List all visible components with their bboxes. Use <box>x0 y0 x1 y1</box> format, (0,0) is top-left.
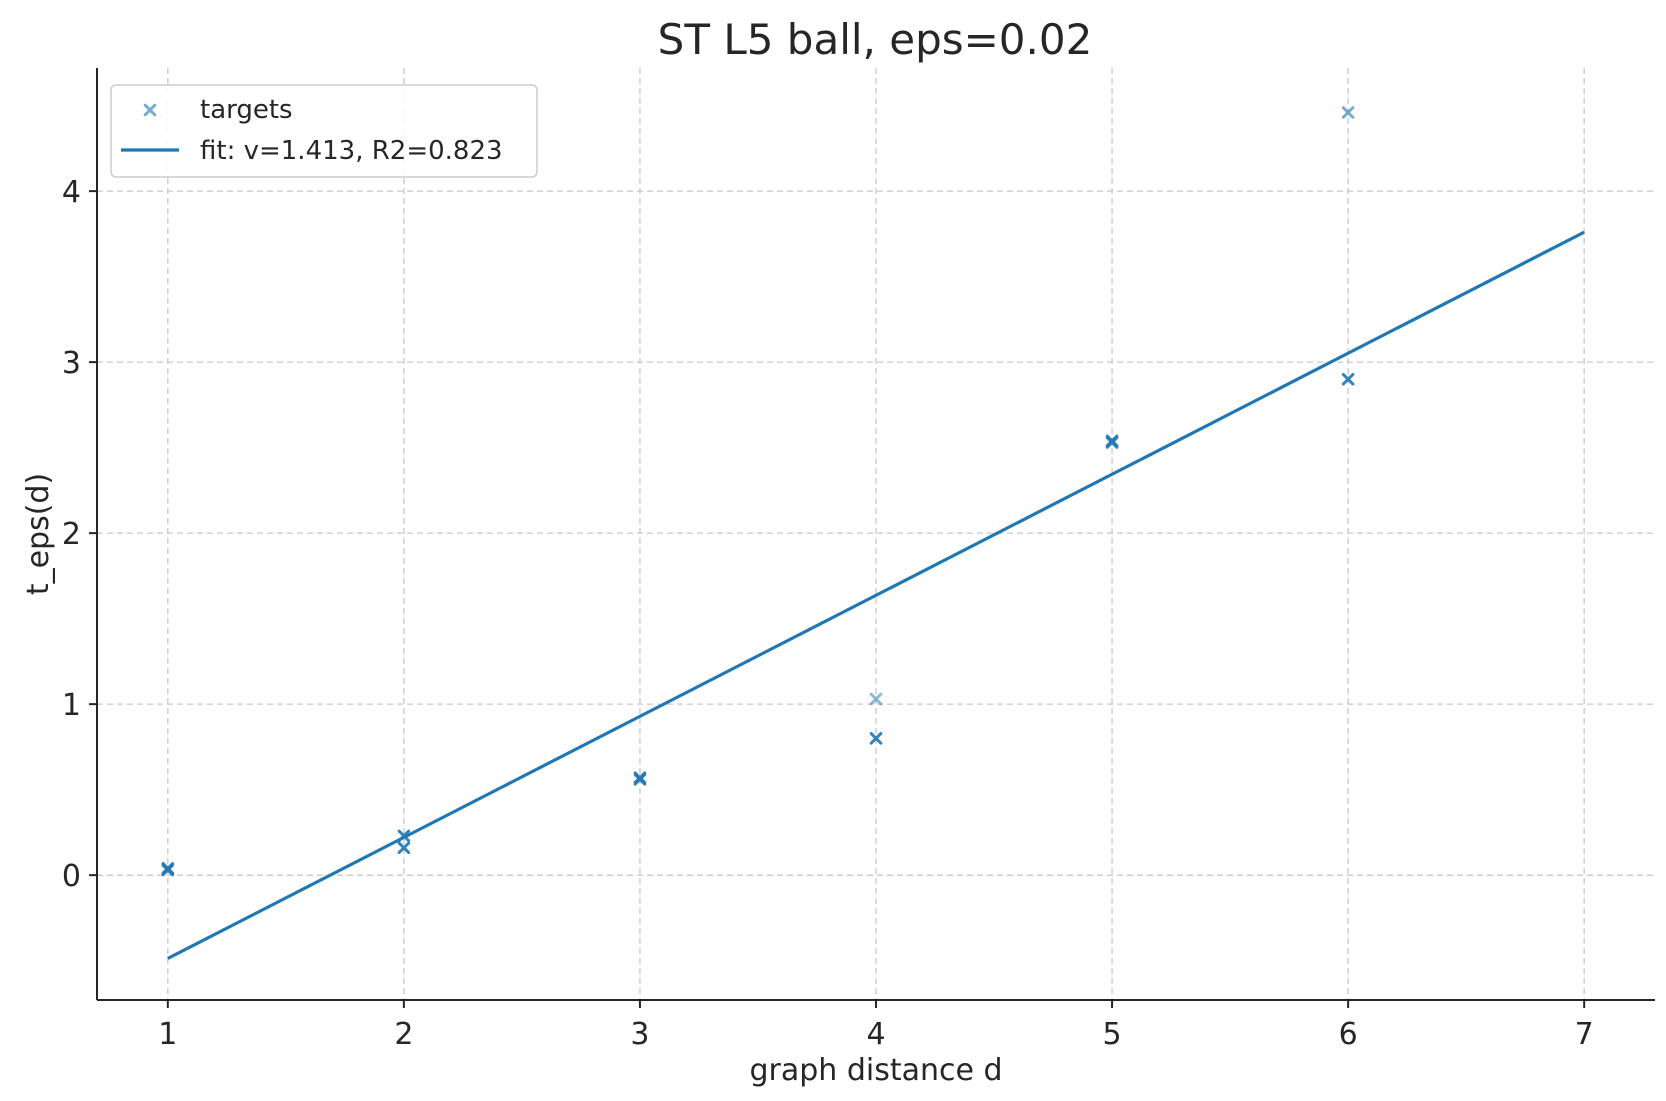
x-tick-label: 2 <box>394 1017 413 1052</box>
target-point <box>633 771 647 784</box>
y-tick-layer: 0 1 2 3 4 <box>62 175 97 894</box>
target-point <box>869 692 883 706</box>
x-tick-label: 5 <box>1103 1017 1122 1052</box>
target-point <box>1341 372 1355 386</box>
target-point <box>1105 434 1119 448</box>
chart-title: ST L5 ball, eps=0.02 <box>658 15 1093 64</box>
grid-layer <box>97 68 1655 1000</box>
legend-marker-targets <box>143 103 157 117</box>
y-tick-label: 1 <box>62 688 81 723</box>
legend-frame <box>110 84 538 178</box>
x-tick-label: 6 <box>1339 1017 1358 1052</box>
x-tick-label: 3 <box>630 1017 649 1052</box>
target-point <box>397 841 411 855</box>
target-point <box>397 829 411 843</box>
legend-marker-x <box>143 103 157 117</box>
y-tick-label: 0 <box>62 859 81 894</box>
legend: targets fit: v=1.413, R2=0.823 <box>110 84 538 178</box>
target-point <box>161 862 175 875</box>
y-axis-label: t_eps(d) <box>21 473 56 595</box>
x-tick-layer: 1 2 3 4 5 6 7 <box>158 1000 1594 1052</box>
x-axis-label: graph distance d <box>749 1053 1002 1088</box>
y-tick-label: 4 <box>62 175 81 210</box>
y-tick-label: 2 <box>62 517 81 552</box>
x-tick-label: 7 <box>1575 1017 1594 1052</box>
legend-label-targets: targets <box>200 95 293 125</box>
x-tick-label: 1 <box>158 1017 177 1052</box>
target-point <box>869 732 883 745</box>
legend-label-fit: fit: v=1.413, R2=0.823 <box>200 136 503 166</box>
x-tick-label: 4 <box>866 1017 885 1052</box>
y-tick-label: 3 <box>62 346 81 381</box>
target-point <box>1341 106 1355 119</box>
points-layer <box>161 106 1355 877</box>
